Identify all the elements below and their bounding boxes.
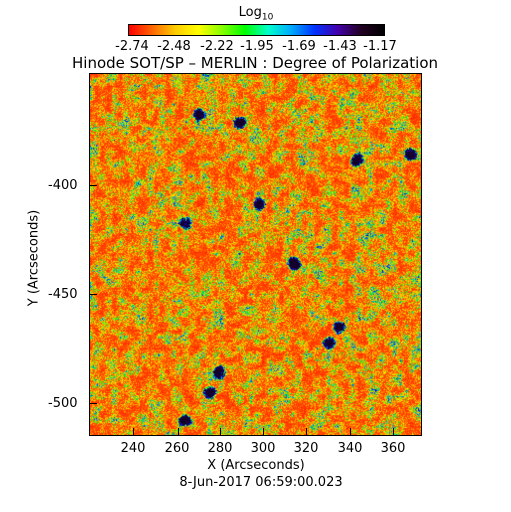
y-tick-label: -450 bbox=[48, 287, 78, 302]
colorbar-tick-label: -2.22 bbox=[200, 39, 234, 54]
colorbar bbox=[128, 24, 385, 36]
colorbar-tick-label: -1.95 bbox=[240, 39, 274, 54]
colorbar-tick-label: -2.74 bbox=[115, 39, 149, 54]
x-tick-labels: 240 260 280 300 320 340 360 bbox=[0, 442, 511, 456]
x-tick-label: 300 bbox=[250, 441, 276, 456]
x-tick-label: 360 bbox=[380, 441, 406, 456]
colorbar-title: Log10 bbox=[238, 5, 274, 23]
colorbar-tick-label: -2.48 bbox=[157, 39, 191, 54]
x-axis-label: X (Arcseconds) bbox=[207, 458, 305, 473]
y-tick-label: -500 bbox=[48, 396, 78, 411]
polarization-image bbox=[90, 74, 421, 435]
polarization-map bbox=[89, 73, 422, 436]
x-tick-label: 320 bbox=[293, 441, 319, 456]
colorbar-tick-label: -1.69 bbox=[282, 39, 316, 54]
x-tick-label: 340 bbox=[337, 441, 363, 456]
y-axis-label: Y (Arcseconds) bbox=[26, 209, 42, 307]
colorbar-tick-label: -1.17 bbox=[363, 39, 397, 54]
timestamp: 8-Jun-2017 06:59:00.023 bbox=[179, 475, 343, 490]
page-title: Hinode SOT/SP – MERLIN : Degree of Polar… bbox=[72, 54, 438, 72]
x-tick-label: 240 bbox=[120, 441, 146, 456]
x-tick-label: 280 bbox=[207, 441, 233, 456]
colorbar-tick-label: -1.43 bbox=[323, 39, 357, 54]
x-tick-label: 260 bbox=[164, 441, 190, 456]
colorbar-tick-labels: -2.74 -2.48 -2.22 -1.95 -1.69 -1.43 -1.1… bbox=[0, 40, 511, 54]
y-tick-label: -400 bbox=[48, 178, 78, 193]
